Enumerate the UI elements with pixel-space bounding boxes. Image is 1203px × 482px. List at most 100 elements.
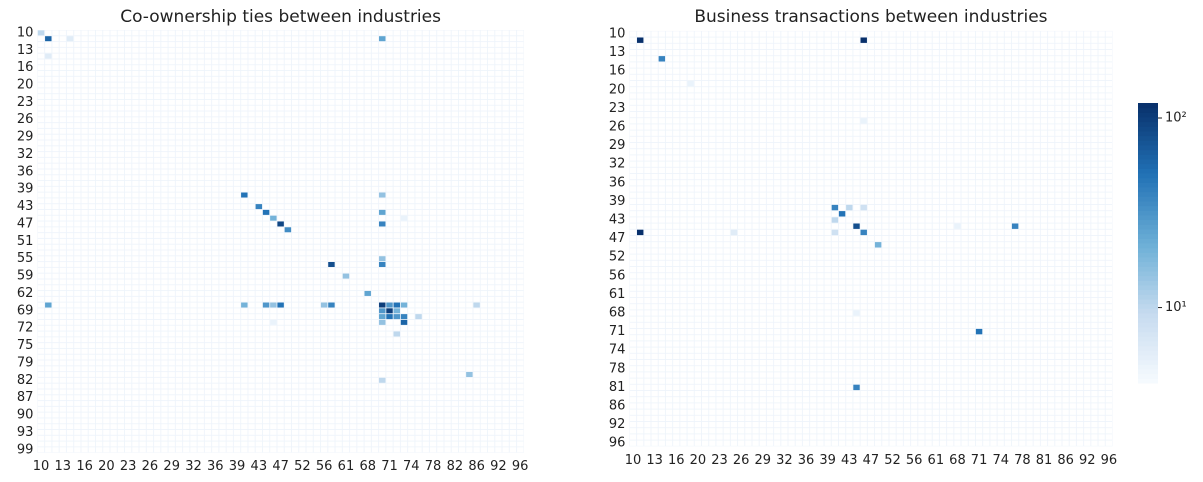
colorbar-segment <box>1138 210 1158 216</box>
heatmap-cell <box>831 204 839 211</box>
y-tick-label: 26 <box>17 112 34 127</box>
heatmap-cell <box>853 310 860 316</box>
heatmap-cell <box>400 215 408 221</box>
x-tick-label: 52 <box>884 453 901 468</box>
x-tick-label: 81 <box>1036 453 1053 468</box>
heatmap-cell <box>379 209 386 215</box>
colorbar-segment <box>1138 121 1158 127</box>
colorbar-segment <box>1138 285 1158 291</box>
colorbar-segment <box>1138 154 1158 160</box>
colorbar-segment <box>1138 159 1158 165</box>
colorbar-segment <box>1138 303 1158 309</box>
y-tick-label: 52 <box>609 250 626 265</box>
x-tick-label: 92 <box>490 459 507 474</box>
heatmap-background <box>37 30 524 453</box>
heatmap-cell <box>66 36 74 42</box>
y-tick-label: 23 <box>609 101 626 116</box>
heatmap-cell <box>328 302 335 308</box>
heatmap-cell <box>400 302 408 308</box>
colorbar-segment <box>1138 173 1158 179</box>
heatmap-cell <box>262 209 270 215</box>
colorbar-segment <box>1138 219 1158 225</box>
colorbar-segment <box>1138 373 1158 379</box>
colorbar-segment <box>1138 215 1158 221</box>
heatmap-cell <box>954 223 961 229</box>
x-tick-label: 26 <box>733 453 750 468</box>
y-tick-label: 36 <box>609 175 626 190</box>
y-tick-label: 92 <box>609 417 626 432</box>
heatmap-cell <box>400 314 408 320</box>
y-tick-label: 82 <box>17 373 34 388</box>
heatmap-cell <box>45 36 52 42</box>
x-tick-label: 92 <box>1079 453 1096 468</box>
x-tick-label: 13 <box>646 453 663 468</box>
x-tick-label: 68 <box>949 453 966 468</box>
colorbar-segment <box>1138 126 1158 132</box>
colorbar-segment <box>1138 331 1158 337</box>
colorbar-segment <box>1138 205 1158 211</box>
heatmap-cell <box>466 372 473 377</box>
colorbar-segment <box>1138 182 1158 188</box>
y-tick-label: 10 <box>609 27 626 42</box>
heatmap-cell <box>975 328 983 335</box>
colorbar-segment <box>1138 103 1158 109</box>
x-tick-label: 20 <box>690 453 707 468</box>
y-tick-label: 29 <box>609 138 626 153</box>
heatmap-cell <box>860 37 867 43</box>
colorbar-segment <box>1138 131 1158 137</box>
x-tick-label: 71 <box>381 459 398 474</box>
y-tick-label: 10 <box>17 25 34 40</box>
x-tick-label: 36 <box>207 459 224 474</box>
heatmap-cell <box>277 302 284 308</box>
heatmap-cell <box>379 377 386 383</box>
heatmap-cell <box>255 204 263 210</box>
heatmap-cell <box>364 290 371 296</box>
heatmap-cell <box>379 308 386 314</box>
colorbar-segment <box>1138 345 1158 351</box>
chart-title: Business transactions between industries <box>694 7 1047 27</box>
colorbar-tick-label: 10² <box>1165 111 1187 126</box>
colorbar-segment <box>1138 247 1158 253</box>
colorbar-segment <box>1138 224 1158 230</box>
heatmap-cell <box>658 56 666 62</box>
x-tick-label: 16 <box>76 459 93 474</box>
x-tick-label: 61 <box>928 453 945 468</box>
colorbar-segment <box>1138 313 1158 319</box>
colorbar-segment <box>1138 369 1158 375</box>
heatmap-cell <box>853 384 860 391</box>
colorbar-segment <box>1138 355 1158 361</box>
colorbar-segment <box>1138 289 1158 295</box>
colorbar-segment <box>1138 145 1158 151</box>
y-tick-label: 47 <box>609 231 626 246</box>
colorbar-segment <box>1138 233 1158 239</box>
y-tick-label: 43 <box>17 199 34 214</box>
colorbar-segment <box>1138 341 1158 347</box>
colorbar-segment <box>1138 149 1158 155</box>
y-tick-label: 47 <box>17 216 34 231</box>
colorbar-segment <box>1138 135 1158 141</box>
x-tick-label: 10 <box>33 459 50 474</box>
heatmap-cell <box>687 80 694 87</box>
heatmap-cell <box>379 221 386 227</box>
x-tick-label: 71 <box>971 453 988 468</box>
y-tick-label: 29 <box>17 130 34 145</box>
y-tick-label: 69 <box>17 303 34 318</box>
y-tick-label: 13 <box>609 45 626 60</box>
heatmap-cell <box>853 223 860 229</box>
heatmap-cell <box>270 215 277 221</box>
colorbar-segment <box>1138 322 1158 328</box>
x-tick-label: 32 <box>776 453 793 468</box>
y-tick-label: 90 <box>17 408 34 423</box>
y-tick-label: 20 <box>609 82 626 97</box>
x-tick-label: 82 <box>447 459 464 474</box>
y-tick-label: 75 <box>17 338 34 353</box>
y-tick-label: 56 <box>609 268 626 283</box>
heatmap-background <box>629 30 1113 447</box>
heatmap-cell <box>386 314 393 320</box>
x-tick-label: 43 <box>841 453 858 468</box>
x-tick-label: 36 <box>798 453 815 468</box>
y-tick-label: 32 <box>17 147 34 162</box>
y-tick-label: 78 <box>609 361 626 376</box>
heatmap-cell <box>342 273 350 279</box>
x-tick-label: 39 <box>819 453 836 468</box>
